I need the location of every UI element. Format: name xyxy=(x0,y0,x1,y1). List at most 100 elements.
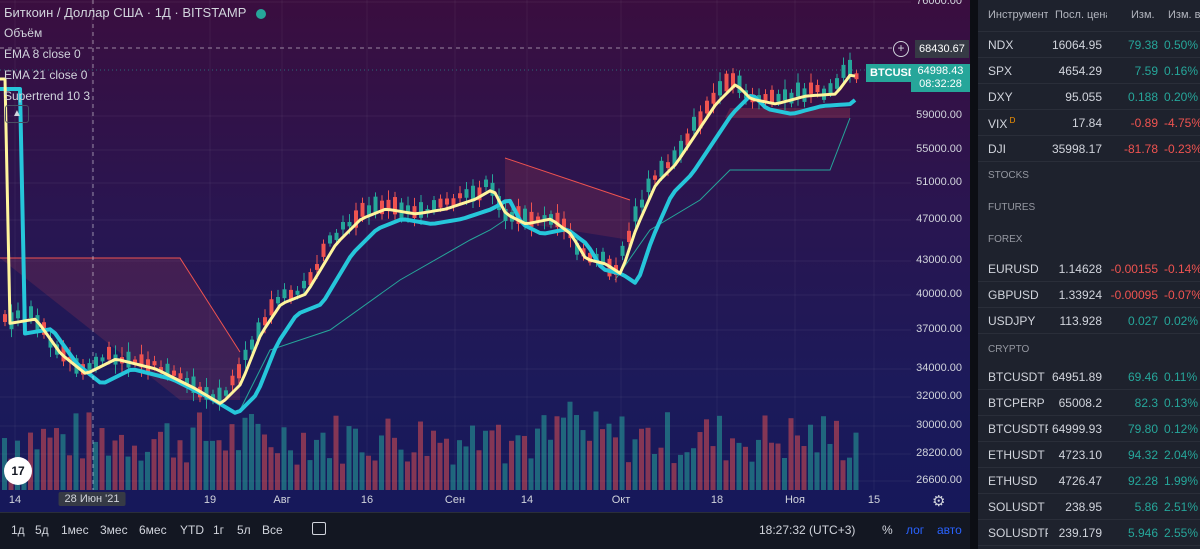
candle-body xyxy=(646,178,651,193)
range-1m-button[interactable]: 1мес xyxy=(61,523,89,537)
clock-timezone[interactable]: 18:27:32 (UTC+3) xyxy=(759,523,856,537)
range-5y-button[interactable]: 5л xyxy=(237,523,251,537)
date-range-icon[interactable] xyxy=(312,522,326,535)
range-6m-button[interactable]: 6мес xyxy=(139,523,167,537)
volume-bar xyxy=(788,418,794,490)
supertrend-down-line xyxy=(0,257,241,353)
price-chart[interactable] xyxy=(0,0,911,490)
volume-bar xyxy=(54,428,59,490)
watchlist-row-solusdtperp[interactable]: SOLUSDTPERP 239.179 5.946 2.55% xyxy=(978,520,1200,546)
volume-bar xyxy=(112,440,118,490)
candle-body xyxy=(230,375,235,386)
col-change-header[interactable]: Изм. xyxy=(1131,9,1155,21)
watchlist-row-ethusd[interactable]: ETHUSD 4726.47 92.28 1.99% xyxy=(978,468,1200,494)
watchlist-row-dxy[interactable]: DXY 95.055 0.188 0.20% xyxy=(978,84,1200,110)
watchlist-row-gbpusd[interactable]: GBPUSD 1.33924 -0.00095 -0.07% xyxy=(978,282,1200,308)
log-scale-button[interactable]: лог xyxy=(906,523,925,537)
candle-body xyxy=(282,289,287,299)
watchlist-row-btcusdtperp[interactable]: BTCUSDTPERP64999.93 79.80 0.12% xyxy=(978,416,1200,442)
candle-body xyxy=(9,312,14,330)
price-axis[interactable]: 76000.00 59000.00 55000.00 51000.00 47000.00… xyxy=(911,0,970,490)
volume-bar xyxy=(60,434,66,490)
volume-bar xyxy=(476,450,482,490)
price-tick: 51000.00 xyxy=(916,176,962,188)
range-3m-button[interactable]: 3мес xyxy=(100,523,128,537)
volume-bar xyxy=(177,440,183,490)
tradingview-logo[interactable]: 17 xyxy=(4,457,32,485)
range-1y-button[interactable]: 1г xyxy=(213,523,225,537)
legend-collapse-button[interactable]: ▲ xyxy=(5,105,29,123)
legend-ema21[interactable]: EMA 21 close 0 xyxy=(4,68,88,82)
supertrend-down-zone xyxy=(0,258,240,400)
market-status-icon xyxy=(256,8,267,19)
price-tick: 34000.00 xyxy=(916,362,962,374)
percent-scale-button[interactable]: % xyxy=(882,523,893,537)
time-tick: 18 xyxy=(710,494,724,506)
col-change-pct-header[interactable]: Изм. в % xyxy=(1168,9,1200,21)
crosshair-price-label: 68430.67 xyxy=(915,40,969,58)
time-axis[interactable]: 14 28 Июн '21 19 Авг 16 Сен 14 Окт 18 Ноя 15 xyxy=(0,490,911,512)
watchlist-row-eurusd[interactable]: EURUSD 1.14628 -0.00155 -0.14% xyxy=(978,256,1200,282)
legend-supertrend[interactable]: Supertrend 10 3 xyxy=(4,89,91,103)
candle-body xyxy=(172,370,176,376)
range-ytd-button[interactable]: YTD xyxy=(180,523,204,537)
row-chgp: 0.20% xyxy=(1164,90,1199,104)
price-tick: 43000.00 xyxy=(916,254,962,266)
watchlist-row-ethusdt[interactable]: ETHUSDT 4723.10 94.32 2.04% xyxy=(978,442,1200,468)
gear-icon[interactable]: ⚙ xyxy=(932,493,946,510)
row-symbol: EURUSD xyxy=(988,262,1039,276)
row-symbol: ETHUSDT xyxy=(988,448,1045,462)
range-1d-button[interactable]: 1д xyxy=(11,523,25,537)
add-alert-plus-icon[interactable]: + xyxy=(893,41,909,57)
volume-bar xyxy=(138,460,144,490)
candle-body xyxy=(848,59,852,76)
section-crypto[interactable]: CRYPTO xyxy=(988,344,1030,355)
auto-scale-button[interactable]: авто xyxy=(937,523,962,537)
volume-bar xyxy=(314,439,319,490)
candle-body xyxy=(718,81,722,96)
col-symbol-header[interactable]: Инструмент xyxy=(988,9,1048,21)
section-stocks[interactable]: STOCKS xyxy=(988,170,1029,181)
chart-pane[interactable]: Биткоин / Доллар США · 1Д · BITSTAMP Объ… xyxy=(0,0,970,512)
legend-ema8[interactable]: EMA 8 close 0 xyxy=(4,47,81,61)
bar-countdown: 08:32:28 xyxy=(919,78,962,90)
row-symbol: DJI xyxy=(988,142,1006,156)
candle-body xyxy=(315,264,319,270)
legend-symbol-title[interactable]: Биткоин / Доллар США · 1Д · BITSTAMP xyxy=(4,2,267,23)
watchlist-row-spx[interactable]: SPX 4654.29 7.59 0.16% xyxy=(978,58,1200,84)
candle-body xyxy=(263,317,267,326)
range-all-button[interactable]: Все xyxy=(262,523,283,537)
range-5d-button[interactable]: 5д xyxy=(35,523,49,537)
volume-bar xyxy=(613,437,618,490)
price-tick: 59000.00 xyxy=(916,109,962,121)
candle-body xyxy=(289,289,293,300)
watchlist-row-usdjpy[interactable]: USDJPY 113.928 0.027 0.02% xyxy=(978,308,1200,334)
volume-bar xyxy=(197,412,202,490)
volume-bar xyxy=(535,428,540,490)
section-futures[interactable]: FUTURES xyxy=(988,202,1036,213)
volume-bar xyxy=(99,428,105,490)
watchlist-row-btcperp[interactable]: BTCPERP 65008.2 82.3 0.13% xyxy=(978,390,1200,416)
candle-body xyxy=(191,376,196,393)
candle-body xyxy=(68,356,72,362)
volume-bar xyxy=(249,414,254,490)
legend-volume[interactable]: Объём xyxy=(4,26,43,40)
section-forex[interactable]: FOREX xyxy=(988,234,1023,245)
last-price-label: 64998.43 08:32:28 xyxy=(911,64,970,92)
watchlist-row-ndx[interactable]: NDX 16064.95 79.38 0.50% xyxy=(978,32,1200,58)
candle-body xyxy=(783,89,787,101)
row-chg: -0.00155 xyxy=(1110,262,1158,276)
row-chg: 0.188 xyxy=(1127,90,1158,104)
supertrend-up-line xyxy=(239,219,506,411)
candle-body xyxy=(503,208,508,222)
watchlist-row-solusdt[interactable]: SOLUSDT 238.95 5.86 2.51% xyxy=(978,494,1200,520)
volume-bar xyxy=(268,447,274,490)
pane-separator[interactable] xyxy=(970,0,978,549)
watchlist-row-dji[interactable]: DJI 35998.17 -81.78 -0.23% xyxy=(978,136,1200,162)
watchlist-row-vix[interactable]: VIX D 17.84 -0.89 -4.75% xyxy=(978,110,1200,136)
volume-bar xyxy=(782,458,787,490)
row-chg: 5.946 xyxy=(1127,526,1158,540)
col-last-header[interactable]: Посл. цена xyxy=(1055,9,1107,21)
candle-body xyxy=(3,314,7,323)
watchlist-row-btcusdt[interactable]: BTCUSDT 64951.89 69.46 0.11% xyxy=(978,364,1200,390)
